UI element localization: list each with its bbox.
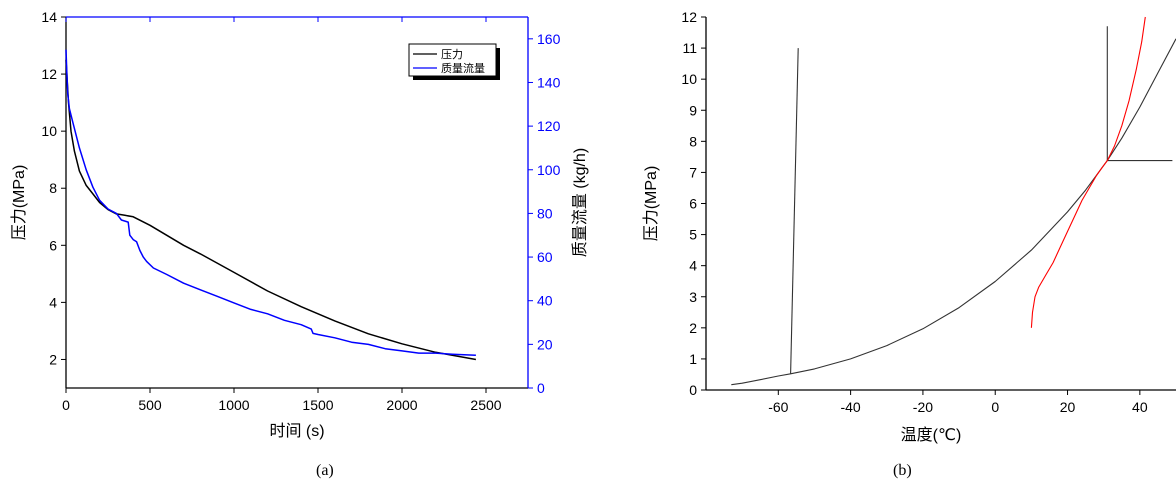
y-tick-label-left: 12 bbox=[41, 66, 57, 82]
y-tick-label: 11 bbox=[682, 40, 697, 56]
y-axis-title-right: 质量流量 (kg/h) bbox=[571, 148, 589, 257]
y-tick-label-right: 80 bbox=[537, 205, 553, 221]
y-tick-label: 4 bbox=[689, 258, 697, 274]
y-tick-label-right: 160 bbox=[537, 31, 561, 47]
legend-box bbox=[408, 43, 497, 77]
series-line-pressure bbox=[65, 59, 477, 361]
x-tick-label: -40 bbox=[840, 399, 860, 415]
y-tick-label-right: 40 bbox=[537, 293, 553, 309]
y-tick-label: 5 bbox=[689, 227, 697, 243]
x-tick-label: 40 bbox=[1132, 399, 1148, 415]
caption-a: (a) bbox=[316, 462, 334, 479]
y-tick-label-right: 100 bbox=[537, 162, 561, 178]
y-tick-label: 8 bbox=[689, 133, 697, 149]
y-tick-label-right: 140 bbox=[537, 74, 561, 90]
y-tick-label: 12 bbox=[681, 9, 697, 25]
y-tick-label: 2 bbox=[689, 320, 697, 336]
y-tick-label-left: 14 bbox=[41, 9, 57, 25]
y-axis-title: 压力(MPa) bbox=[642, 166, 660, 242]
x-tick-label: -20 bbox=[913, 399, 933, 415]
y-tick-label: 1 bbox=[689, 351, 697, 367]
y-tick-label: 3 bbox=[689, 289, 697, 305]
y-tick-label: 0 bbox=[689, 382, 697, 398]
y-tick-label-right: 120 bbox=[537, 118, 561, 134]
x-tick-label: 2500 bbox=[470, 397, 501, 413]
phase-curve-4 bbox=[1030, 16, 1146, 328]
x-tick-label: 20 bbox=[1060, 399, 1076, 415]
y-tick-label-left: 2 bbox=[49, 351, 57, 367]
x-axis-title: 温度(℃) bbox=[901, 426, 962, 444]
x-tick-label: 2000 bbox=[386, 397, 417, 413]
legend-label: 压力 bbox=[441, 48, 463, 61]
y-tick-label: 6 bbox=[689, 196, 697, 212]
x-tick-label: 500 bbox=[138, 397, 162, 413]
y-tick-label-left: 10 bbox=[41, 123, 57, 139]
y-tick-label-right: 20 bbox=[537, 336, 553, 352]
chart-b: -60 -40 -20 0 20 400123456789101112温度(℃)压力(MP… bbox=[642, 9, 1176, 444]
phase-curve-1 bbox=[790, 48, 799, 374]
chart-a: 0 500 1000 1500 2000 250024681012140204060801… bbox=[10, 9, 589, 440]
x-tick-label: 1000 bbox=[218, 397, 249, 413]
legend-label: 质量流量 bbox=[441, 61, 485, 75]
y-tick-label: 7 bbox=[689, 164, 697, 180]
x-tick-label: 0 bbox=[62, 397, 70, 413]
y-tick-label-right: 0 bbox=[537, 380, 545, 396]
y-axis-title-left: 压力(MPa) bbox=[10, 165, 28, 241]
x-tick-label: -60 bbox=[768, 399, 788, 415]
series-line-mass-flow bbox=[65, 49, 476, 357]
y-tick-label-left: 6 bbox=[49, 237, 57, 253]
x-tick-label: 1500 bbox=[302, 397, 333, 413]
y-tick-label: 9 bbox=[689, 102, 697, 118]
caption-b: (b) bbox=[893, 462, 912, 479]
phase-curve-0 bbox=[731, 38, 1176, 386]
y-tick-label-left: 8 bbox=[49, 180, 57, 196]
x-tick-label: 0 bbox=[991, 399, 999, 415]
y-tick-label-left: 4 bbox=[49, 294, 57, 310]
x-axis-title: 时间 (s) bbox=[269, 422, 324, 440]
y-tick-label-right: 60 bbox=[537, 249, 553, 265]
y-tick-label: 10 bbox=[681, 71, 697, 87]
